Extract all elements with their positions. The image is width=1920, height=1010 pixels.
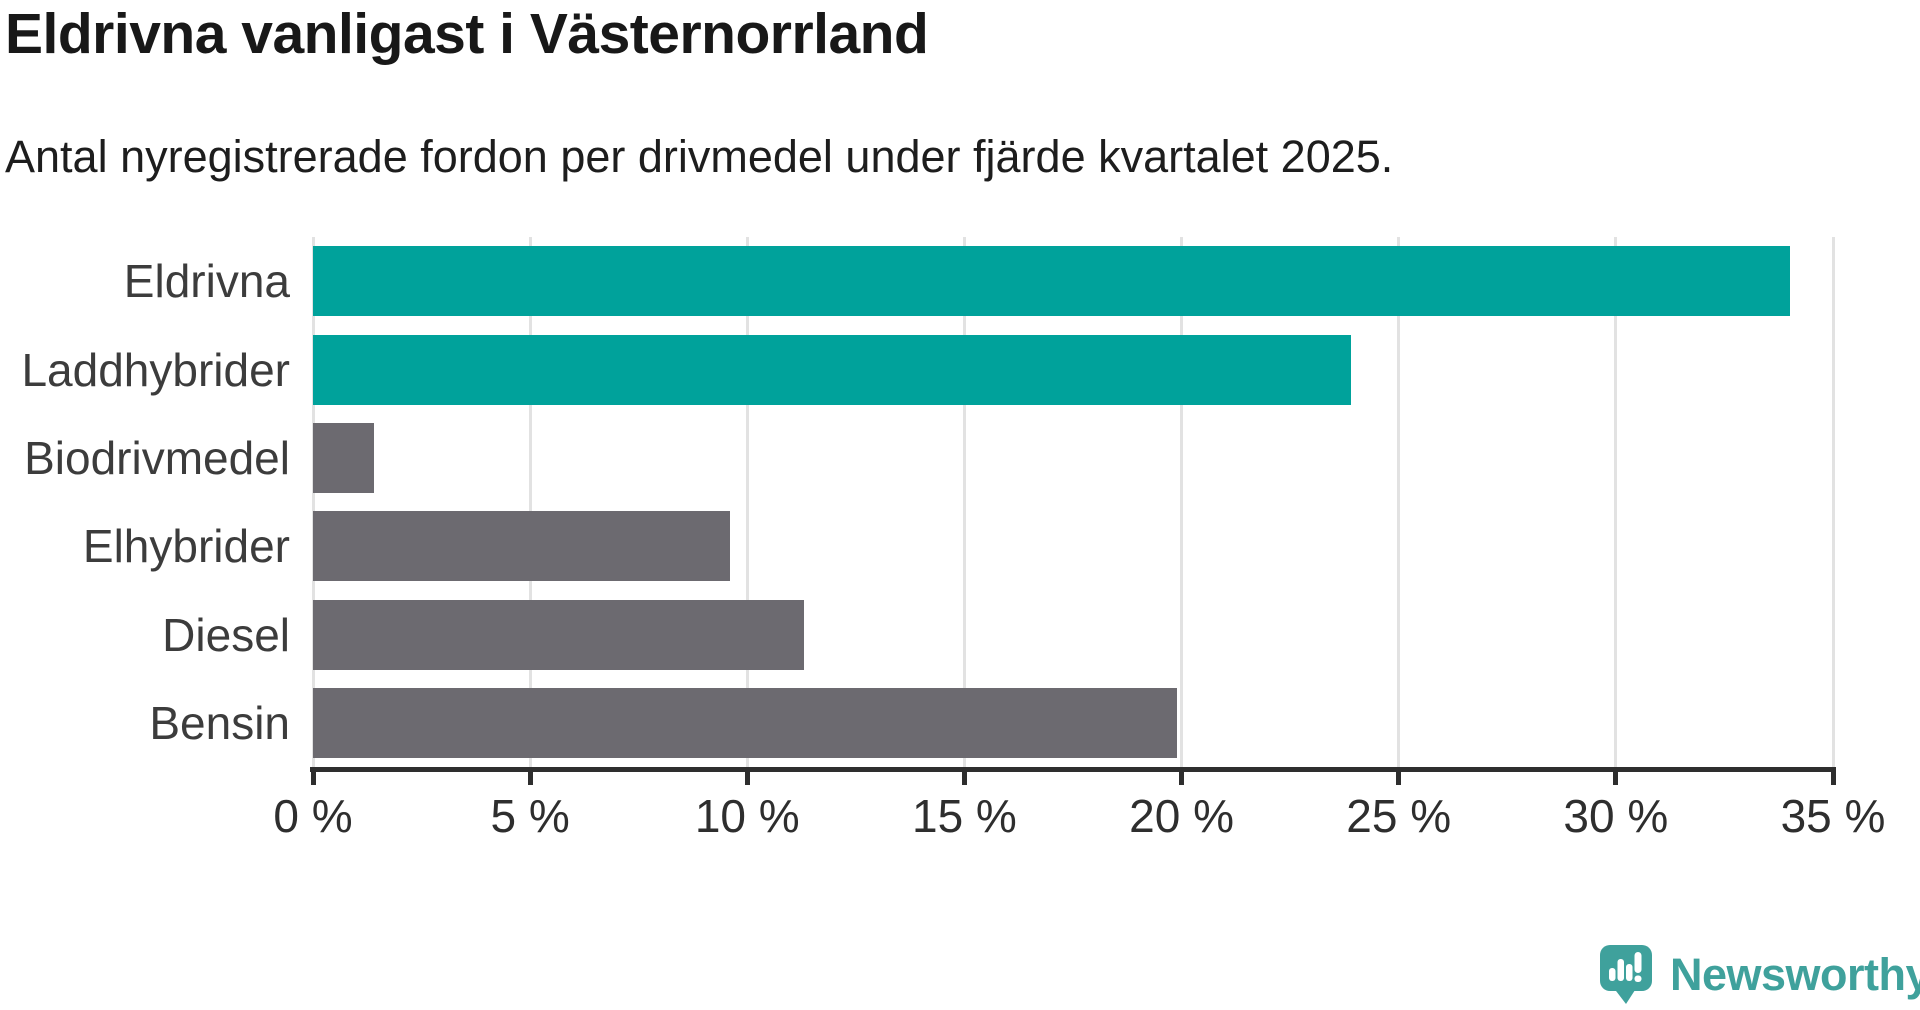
bar-bensin (313, 688, 1178, 758)
gridline (962, 237, 966, 767)
x-tick-label: 20 % (1129, 790, 1234, 842)
category-label: Diesel (162, 609, 290, 661)
gridline (1397, 237, 1401, 767)
x-axis-line (310, 767, 1836, 772)
x-tick (961, 772, 967, 785)
x-tick-label: 35 % (1780, 790, 1886, 842)
x-tick-label: 5 % (490, 790, 570, 842)
category-label: Laddhybrider (21, 344, 290, 396)
x-tick (1830, 772, 1836, 785)
newsworthy-logo: Newsworthy (1600, 944, 1920, 1006)
gridline (1614, 237, 1618, 767)
x-tick (527, 772, 533, 785)
bar-biodrivmedel (313, 423, 374, 493)
category-labels: Eldrivna Laddhybrider Biodrivmedel Elhybrid… (0, 237, 290, 767)
x-tick (744, 772, 750, 785)
x-tick-label: 25 % (1346, 790, 1452, 842)
chart-subtitle: Antal nyregistrerade fordon per drivmede… (5, 131, 1394, 182)
bar-elhybrider (313, 511, 730, 581)
x-axis: 0 % 5 % 10 % 15 % 20 % 25 % 30 % 35 % (273, 767, 1885, 857)
x-tick-label: 15 % (911, 790, 1017, 842)
bar-laddhybrider (313, 335, 1351, 405)
plot-area (311, 237, 1835, 767)
x-tick (1179, 772, 1185, 785)
chart-title: Eldrivna vanligast i Västernorrland (5, 2, 929, 66)
bar-diesel (313, 600, 804, 670)
gridline (311, 237, 315, 767)
gridline (745, 237, 749, 767)
gridline (1180, 237, 1184, 767)
x-tick-label: 30 % (1563, 790, 1669, 842)
x-tick-label: 0 % (273, 790, 353, 842)
gridline (1831, 237, 1835, 767)
category-label: Bensin (149, 697, 290, 749)
newsworthy-speech-bubble-bar-chart-icon (1600, 945, 1653, 1005)
category-label: Biodrivmedel (24, 432, 290, 484)
gridline (528, 237, 532, 767)
x-tick-label: 10 % (694, 790, 800, 842)
category-label: Eldrivna (123, 255, 290, 307)
newsworthy-logo-text: Newsworthy (1670, 949, 1920, 1000)
bar-eldrivna (313, 246, 1790, 316)
x-tick (1396, 772, 1402, 785)
x-tick (1613, 772, 1619, 785)
category-label: Elhybrider (82, 520, 290, 572)
x-tick (310, 772, 316, 785)
